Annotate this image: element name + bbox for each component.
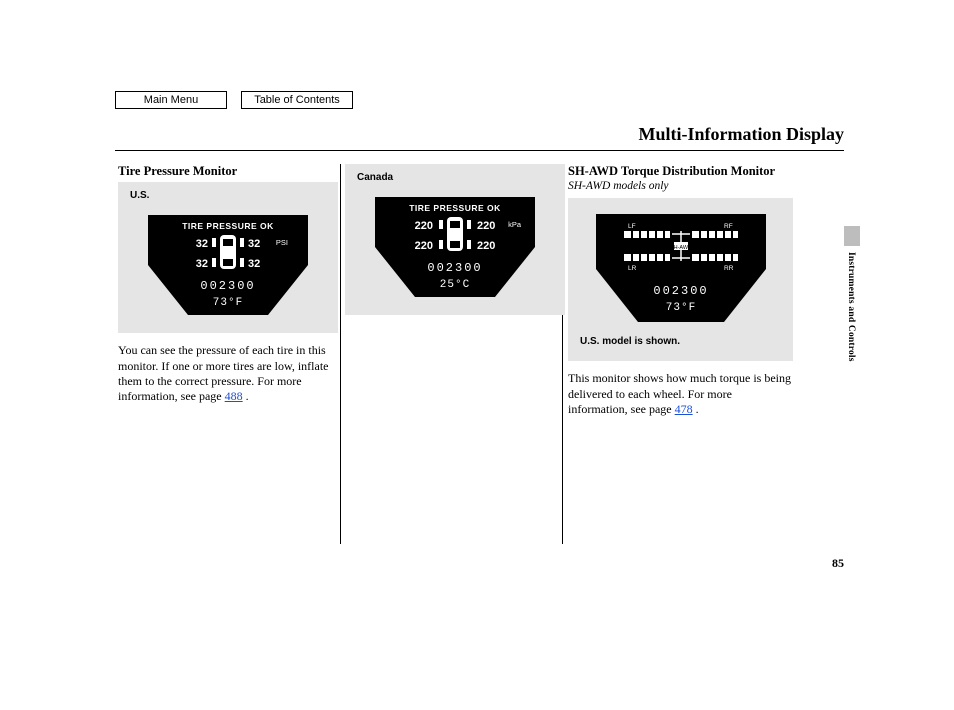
svg-text:73°F: 73°F bbox=[213, 297, 243, 309]
svg-text:PSI: PSI bbox=[276, 238, 288, 247]
svg-text:32: 32 bbox=[196, 258, 208, 270]
car-icon bbox=[447, 217, 463, 251]
toc-button[interactable]: Table of Contents bbox=[241, 91, 353, 109]
panel-label-canada: Canada bbox=[357, 172, 559, 183]
page-ref-478[interactable]: 478 bbox=[675, 402, 693, 416]
svg-text:LR: LR bbox=[628, 265, 637, 272]
svg-text:32: 32 bbox=[248, 238, 260, 250]
svg-text:25°C: 25°C bbox=[440, 279, 470, 291]
svg-text:002300: 002300 bbox=[653, 284, 708, 298]
svg-text:220: 220 bbox=[477, 240, 495, 252]
svg-text:220: 220 bbox=[415, 220, 433, 232]
page-ref-488[interactable]: 488 bbox=[225, 389, 243, 403]
page-title: Multi-Information Display bbox=[638, 124, 844, 145]
sh-awd-gauge: LF RF LR RR bbox=[586, 204, 776, 332]
tire-pressure-canada-panel: Canada TIRE PRESSURE OK 220 220 220 220 … bbox=[345, 164, 565, 315]
column-divider-1 bbox=[340, 164, 341, 544]
svg-text:kPa: kPa bbox=[508, 220, 522, 229]
svg-text:SH-AWD: SH-AWD bbox=[669, 245, 691, 251]
sh-awd-heading: SH-AWD Torque Distribution Monitor bbox=[568, 164, 793, 178]
car-icon bbox=[220, 235, 236, 269]
canada-display: TIRE PRESSURE OK 220 220 220 220 kPa bbox=[351, 187, 559, 305]
title-rule bbox=[115, 150, 844, 151]
gauge-title: TIRE PRESSURE OK bbox=[182, 221, 274, 231]
sh-awd-caption: U.S. model is shown. bbox=[580, 336, 787, 347]
svg-text:73°F: 73°F bbox=[665, 302, 695, 314]
sh-awd-display: LF RF LR RR bbox=[574, 204, 787, 332]
page-number: 85 bbox=[832, 556, 844, 571]
svg-text:220: 220 bbox=[477, 220, 495, 232]
column-sh-awd: SH-AWD Torque Distribution Monitor SH-AW… bbox=[568, 164, 793, 429]
sh-awd-body: This monitor shows how much torque is be… bbox=[568, 371, 793, 417]
tire-pressure-us-panel: U.S. TIRE PRESSURE OK 32 32 32 32 bbox=[118, 182, 338, 333]
section-label: Instruments and Controls bbox=[846, 252, 856, 362]
svg-text:RR: RR bbox=[724, 265, 734, 272]
section-tab bbox=[844, 226, 860, 246]
panel-label-us: U.S. bbox=[130, 190, 332, 201]
svg-text:32: 32 bbox=[196, 238, 208, 250]
svg-text:LF: LF bbox=[628, 223, 636, 230]
svg-text:002300: 002300 bbox=[200, 279, 255, 293]
tire-pressure-us-gauge: TIRE PRESSURE OK 32 32 32 32 PSI bbox=[138, 205, 318, 323]
column-tire-pressure-canada: Canada TIRE PRESSURE OK 220 220 220 220 … bbox=[345, 164, 565, 315]
svg-text:32: 32 bbox=[248, 258, 260, 270]
svg-text:RF: RF bbox=[724, 223, 733, 230]
tire-pressure-canada-gauge: TIRE PRESSURE OK 220 220 220 220 kPa bbox=[365, 187, 545, 305]
main-menu-button[interactable]: Main Menu bbox=[115, 91, 227, 109]
sh-awd-sub: SH-AWD models only bbox=[568, 180, 793, 192]
manual-page: Main Menu Table of Contents Multi-Inform… bbox=[0, 0, 954, 710]
tire-pressure-heading: Tire Pressure Monitor bbox=[118, 164, 338, 178]
top-nav: Main Menu Table of Contents bbox=[115, 91, 353, 109]
sh-awd-panel: LF RF LR RR bbox=[568, 198, 793, 361]
us-display: TIRE PRESSURE OK 32 32 32 32 PSI bbox=[124, 205, 332, 323]
svg-text:002300: 002300 bbox=[427, 261, 482, 275]
svg-text:TIRE PRESSURE OK: TIRE PRESSURE OK bbox=[409, 203, 501, 213]
column-tire-pressure-us: Tire Pressure Monitor U.S. TIRE PRESSURE… bbox=[118, 164, 338, 417]
svg-text:220: 220 bbox=[415, 240, 433, 252]
tire-pressure-body: You can see the pressure of each tire in… bbox=[118, 343, 338, 404]
